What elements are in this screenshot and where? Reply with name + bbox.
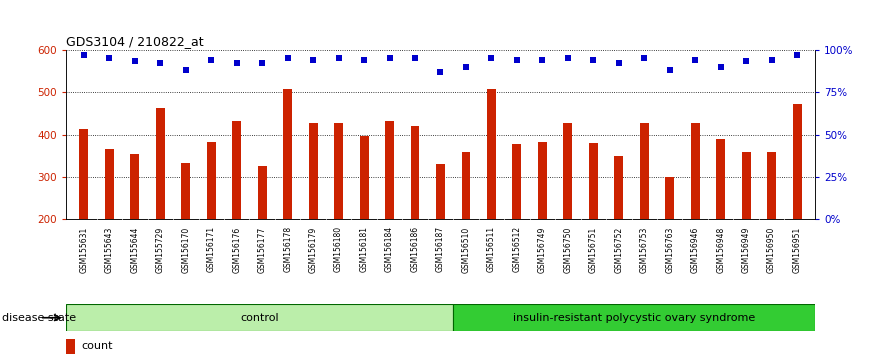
Text: GSM156950: GSM156950 (767, 226, 776, 273)
Bar (334, 123, 343, 304)
Point (357, 57, 371, 63)
Text: GSM156750: GSM156750 (563, 226, 573, 273)
Bar (563, 122, 573, 304)
Point (306, 57, 320, 63)
Text: GSM156171: GSM156171 (207, 226, 216, 272)
Bar (233, 120, 241, 304)
Text: GSM156752: GSM156752 (614, 226, 623, 273)
Point (433, 69, 448, 74)
Bar (614, 156, 623, 304)
Text: GSM156187: GSM156187 (436, 226, 445, 272)
Point (459, 64, 473, 69)
Text: GSM156177: GSM156177 (258, 226, 267, 273)
Point (536, 57, 550, 63)
Bar (716, 139, 725, 304)
Text: GSM156951: GSM156951 (793, 226, 802, 273)
Point (510, 57, 524, 63)
Point (688, 57, 702, 63)
Bar (66, 339, 76, 354)
Text: GSM156749: GSM156749 (538, 226, 547, 273)
Text: GSM156179: GSM156179 (308, 226, 318, 273)
Bar (640, 122, 648, 304)
Text: GSM156763: GSM156763 (665, 226, 674, 273)
Text: GSM156948: GSM156948 (716, 226, 725, 273)
Text: count: count (81, 341, 113, 352)
Text: GSM156178: GSM156178 (283, 226, 292, 272)
Point (790, 52, 804, 57)
Bar (589, 143, 598, 304)
Point (77, 52, 91, 57)
Point (128, 59, 142, 64)
Text: GSM156184: GSM156184 (385, 226, 394, 272)
Point (739, 59, 753, 64)
Text: GDS3104 / 210822_at: GDS3104 / 210822_at (66, 35, 204, 48)
Point (153, 60, 167, 66)
Text: disease state: disease state (2, 313, 76, 323)
Bar (411, 126, 419, 304)
Point (408, 55, 422, 61)
Bar (436, 164, 445, 304)
Bar (283, 88, 292, 304)
Bar (513, 144, 522, 304)
Point (485, 55, 499, 61)
Bar (462, 152, 470, 304)
Text: GSM156510: GSM156510 (462, 226, 470, 273)
Bar (793, 104, 802, 304)
Text: GSM156946: GSM156946 (691, 226, 700, 273)
Bar (258, 166, 267, 304)
Bar (130, 154, 139, 304)
Text: GSM155631: GSM155631 (79, 226, 88, 273)
Bar (156, 108, 165, 304)
Text: GSM155644: GSM155644 (130, 226, 139, 273)
Point (255, 60, 270, 66)
Text: GSM156176: GSM156176 (233, 226, 241, 273)
Point (281, 55, 295, 61)
Text: GSM156949: GSM156949 (742, 226, 751, 273)
Text: GSM156751: GSM156751 (589, 226, 598, 273)
Bar (665, 177, 674, 304)
Bar (742, 152, 751, 304)
Point (611, 60, 626, 66)
Bar (207, 142, 216, 304)
Point (331, 55, 345, 61)
Point (586, 57, 600, 63)
Text: GSM156511: GSM156511 (487, 226, 496, 272)
Text: GSM155643: GSM155643 (105, 226, 114, 273)
Text: GSM156170: GSM156170 (181, 226, 190, 273)
Point (561, 55, 575, 61)
Point (637, 55, 651, 61)
Point (765, 57, 779, 63)
Bar (79, 129, 88, 304)
Point (714, 64, 728, 69)
Text: control: control (241, 313, 279, 323)
Bar (385, 121, 394, 304)
Text: GSM156186: GSM156186 (411, 226, 419, 272)
Text: GSM156753: GSM156753 (640, 226, 648, 273)
Point (382, 55, 396, 61)
Bar (66, 304, 454, 331)
Point (230, 60, 244, 66)
Bar (181, 162, 190, 304)
Bar (454, 304, 815, 331)
Text: GSM155729: GSM155729 (156, 226, 165, 273)
Bar (487, 89, 496, 304)
Point (204, 57, 218, 63)
Bar (308, 123, 318, 304)
Point (179, 67, 193, 73)
Text: GSM156512: GSM156512 (513, 226, 522, 272)
Point (102, 55, 116, 61)
Point (663, 67, 677, 73)
Text: insulin-resistant polycystic ovary syndrome: insulin-resistant polycystic ovary syndr… (513, 313, 755, 323)
Text: GSM156181: GSM156181 (359, 226, 368, 272)
Bar (105, 149, 114, 304)
Bar (691, 124, 700, 304)
Text: GSM156180: GSM156180 (334, 226, 343, 272)
Bar (767, 152, 776, 304)
Bar (538, 142, 547, 304)
Bar (359, 136, 368, 304)
